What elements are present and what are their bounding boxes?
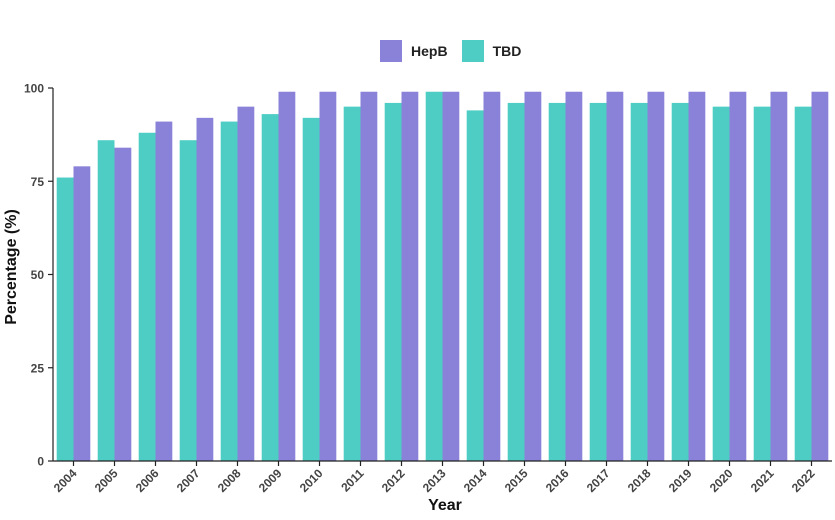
legend-swatch-tbd [461,40,484,62]
bars-group [56,91,829,462]
bar-hepb-2004 [73,166,91,461]
bar-hepb-2012 [401,91,419,461]
x-tick-label-2004: 2004 [51,466,80,495]
bar-hepb-2015 [524,91,542,461]
y-tick-label-25: 25 [31,361,45,375]
y-tick-label-100: 100 [24,82,44,96]
legend-item-tbd: TBD [461,40,522,62]
x-tick-label-2013: 2013 [420,466,449,495]
bar-tbd-2017 [589,102,607,462]
bar-tbd-2006 [138,132,156,461]
x-tick-label-2007: 2007 [174,466,203,495]
x-tick-label-2010: 2010 [297,466,326,495]
bar-hepb-2016 [565,91,583,461]
x-axis-ticks: 2004 2005 2006 2007 2008 2009 2010 2011 2012 2013… [51,461,818,495]
bar-hepb-2006 [155,121,173,461]
bar-tbd-2014 [466,110,484,461]
y-tick-label-75: 75 [31,175,45,189]
x-tick-label-2015: 2015 [502,466,531,495]
y-tick-label-50: 50 [31,268,45,282]
y-axis-ticks: 0 25 50 75 100 [24,82,53,469]
bar-hepb-2022 [811,91,829,461]
bar-hepb-2018 [647,91,665,461]
bar-tbd-2022 [794,106,812,462]
bar-hepb-2007 [196,117,214,461]
x-tick-label-2005: 2005 [92,466,121,495]
bar-tbd-2015 [507,102,525,462]
bar-tbd-2019 [671,102,689,462]
bar-tbd-2007 [179,140,197,461]
x-tick-label-2018: 2018 [625,466,654,495]
x-tick-label-2011: 2011 [338,466,367,495]
x-tick-label-2014: 2014 [461,466,490,495]
x-tick-label-2008: 2008 [215,466,244,495]
x-tick-label-2019: 2019 [666,466,695,495]
x-tick-label-2020: 2020 [707,466,736,495]
x-tick-label-2022: 2022 [789,466,818,495]
y-axis-label: Percentage (%) [3,209,20,325]
bar-hepb-2009 [278,91,296,461]
x-tick-label-2017: 2017 [584,466,613,495]
bar-tbd-2012 [384,102,402,462]
legend-label-hepb: HepB [411,43,448,59]
bar-tbd-2016 [548,102,566,462]
x-tick-label-2006: 2006 [133,466,162,495]
bar-tbd-2005 [97,140,115,461]
bar-tbd-2009 [261,114,279,462]
bar-hepb-2014 [483,91,501,461]
bar-hepb-2020 [729,91,747,461]
x-tick-label-2012: 2012 [379,466,408,495]
bar-tbd-2008 [220,121,238,461]
legend-item-hepb: HepB [380,40,448,62]
bar-hepb-2019 [688,91,706,461]
x-tick-label-2021: 2021 [748,466,777,495]
bar-hepb-2008 [237,106,255,462]
bar-hepb-2021 [770,91,788,461]
bar-hepb-2017 [606,91,624,461]
bar-hepb-2010 [319,91,337,461]
bar-hepb-2005 [114,147,132,461]
x-tick-label-2016: 2016 [543,466,572,495]
bar-tbd-2013 [425,91,443,461]
y-tick-label-0: 0 [37,455,44,469]
x-axis-label: Year [428,497,462,514]
bar-tbd-2020 [712,106,730,462]
bar-hepb-2011 [360,91,378,461]
bar-tbd-2011 [343,106,361,462]
bar-tbd-2021 [753,106,771,462]
bar-tbd-2004 [56,177,74,461]
x-tick-label-2009: 2009 [256,466,285,495]
legend-label-tbd: TBD [492,43,522,59]
legend-swatch-hepb [380,40,402,62]
legend: HepB TBD [380,38,535,64]
bar-hepb-2013 [442,91,460,461]
bar-tbd-2010 [302,117,320,461]
bar-tbd-2018 [630,102,648,462]
